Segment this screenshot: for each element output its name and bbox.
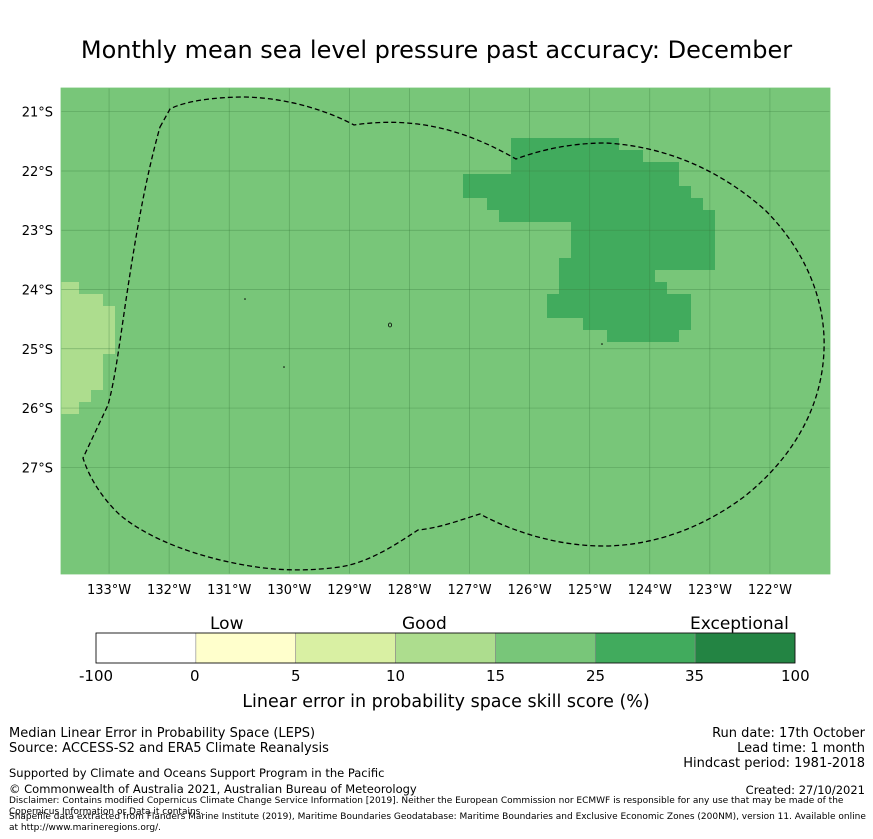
colorbar-segment	[495, 632, 596, 664]
footer-metric: Median Linear Error in Probability Space…	[9, 726, 316, 741]
longitude-label: 129°W	[327, 583, 371, 598]
latitude-label: 22°S	[22, 165, 53, 180]
latitude-label: 23°S	[22, 224, 53, 239]
latitude-label: 27°S	[22, 461, 53, 476]
map-background	[61, 88, 830, 574]
footer-copyright: © Commonwealth of Australia 2021, Austra…	[9, 782, 417, 796]
eez-boundary	[82, 96, 825, 571]
map-frame	[60, 87, 831, 575]
colorbar-label-low: Low	[210, 614, 244, 634]
longitude-label: 128°W	[387, 583, 431, 598]
colorbar-tick: -100	[79, 667, 114, 685]
colorbar-segment	[195, 632, 297, 664]
island-marker	[601, 343, 603, 345]
latitude-labels: 21°S 22°S 23°S 24°S 25°S 26°S 27°S	[22, 106, 53, 477]
latitude-label: 25°S	[22, 343, 53, 358]
colorbar-tick: 25	[586, 667, 606, 685]
longitude-label: 126°W	[508, 583, 552, 598]
footer-hindcast-period: Hindcast period: 1981-2018	[683, 756, 865, 771]
longitude-label: 124°W	[628, 583, 672, 598]
figure-title: Monthly mean sea level pressure past acc…	[80, 36, 793, 64]
colorbar-tick: 5	[291, 667, 301, 685]
longitude-label: 122°W	[748, 583, 792, 598]
colorbar-tick: 10	[386, 667, 406, 685]
footer-run-date: Run date: 17th October	[712, 726, 865, 741]
colorbar-segment	[95, 632, 197, 664]
latitude-label: 21°S	[22, 106, 53, 121]
colorbar-tick: 0	[190, 667, 200, 685]
footer-disclaimer: Disclaimer: Contains modified Copernicus…	[9, 796, 844, 817]
island-marker	[387, 322, 392, 328]
skill-patch-very-good	[463, 138, 715, 342]
longitude-label: 127°W	[447, 583, 491, 598]
longitude-label: 131°W	[207, 583, 251, 598]
longitude-label: 125°W	[568, 583, 612, 598]
latitude-label: 24°S	[22, 284, 53, 299]
colorbar-tick: 35	[685, 667, 705, 685]
colorbar-segment	[694, 632, 796, 664]
colorbar-tick: 100	[781, 667, 810, 685]
longitude-labels: 133°W 132°W 131°W 130°W 129°W 128°W 127°W 126°W…	[87, 583, 792, 598]
footer-lead-time: Lead time: 1 month	[737, 741, 865, 756]
colorbar-label-exceptional: Exceptional	[690, 614, 789, 634]
footer-created: Created: 27/10/2021	[745, 783, 865, 797]
colorbar-segment	[395, 632, 496, 664]
colorbar-label-good: Good	[402, 614, 447, 634]
colorbar-segment	[295, 632, 396, 664]
footer-source: Source: ACCESS-S2 and ERA5 Climate Reana…	[9, 741, 329, 756]
latitude-label: 26°S	[22, 402, 53, 417]
longitude-label: 132°W	[147, 583, 191, 598]
longitude-label: 123°W	[688, 583, 732, 598]
footer-support: Supported by Climate and Oceans Support …	[9, 766, 385, 780]
colorbar-axis-label: Linear error in probability space skill …	[242, 692, 650, 712]
island-marker	[244, 298, 246, 300]
footer-shapefile-credit: Shapefile data extracted from Flanders M…	[9, 812, 866, 833]
map-gridlines	[61, 88, 830, 574]
skill-patch-good	[61, 282, 115, 414]
colorbar-outline	[95, 632, 796, 664]
longitude-label: 130°W	[267, 583, 311, 598]
longitude-label: 133°W	[87, 583, 131, 598]
island-marker	[283, 366, 285, 368]
colorbar-segment	[594, 632, 696, 664]
colorbar-tick: 15	[486, 667, 506, 685]
colorbar	[95, 632, 796, 664]
